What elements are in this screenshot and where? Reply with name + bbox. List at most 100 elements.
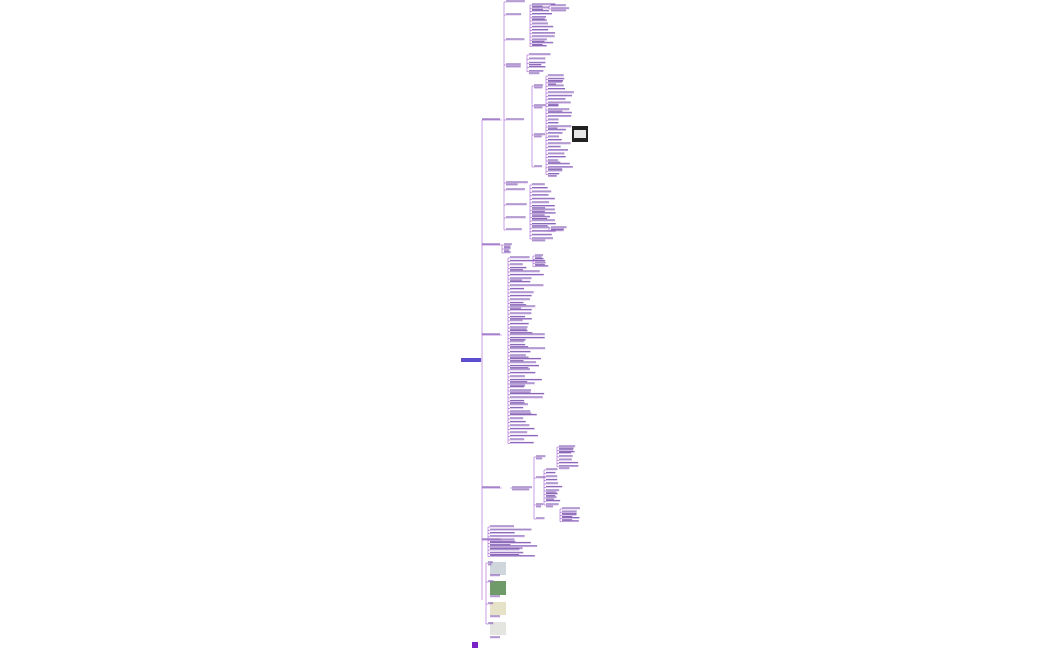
node-text <box>535 254 544 256</box>
node-text <box>529 61 546 63</box>
node-text <box>510 382 535 384</box>
node-text <box>510 287 525 289</box>
node-text <box>559 448 574 450</box>
node-text <box>510 332 533 334</box>
node-text <box>510 402 525 404</box>
node-text <box>510 438 525 440</box>
node-text <box>529 57 546 59</box>
node-text <box>548 115 572 117</box>
node-text <box>488 563 492 565</box>
node-text <box>532 190 552 192</box>
image <box>490 581 506 595</box>
node-text <box>562 507 580 509</box>
node-text <box>488 622 494 624</box>
node-text <box>510 431 528 433</box>
node-text <box>548 142 571 144</box>
node-text <box>510 291 534 293</box>
node-text <box>546 498 554 500</box>
node-text <box>532 25 554 27</box>
node-text <box>510 266 527 268</box>
node-text <box>532 239 546 241</box>
node-text <box>532 44 543 46</box>
node-text <box>510 406 524 408</box>
node-text <box>548 110 563 112</box>
node-text <box>510 347 546 349</box>
node-text <box>510 280 531 282</box>
node-text <box>510 270 540 272</box>
node-text <box>548 105 559 107</box>
node-text <box>532 29 549 31</box>
node-text <box>510 277 532 279</box>
node-text <box>490 528 532 530</box>
node-text <box>548 108 570 110</box>
node-text <box>548 156 566 158</box>
node-text <box>506 216 526 218</box>
node-text <box>548 152 565 154</box>
node-text <box>532 210 545 212</box>
node-text <box>510 420 526 422</box>
node-text <box>482 333 500 335</box>
node-text <box>551 228 565 230</box>
node-text <box>510 328 527 330</box>
node-text <box>490 544 511 546</box>
node-text <box>548 145 561 147</box>
node-text <box>510 294 532 296</box>
node-text <box>512 488 530 490</box>
node-text <box>510 326 528 328</box>
node-text <box>510 346 529 348</box>
node-text <box>504 249 510 251</box>
node-text <box>559 452 572 454</box>
node-text <box>535 258 544 260</box>
node-text <box>510 312 532 314</box>
node-text <box>510 360 524 362</box>
node-text <box>548 161 561 163</box>
node-text <box>548 173 560 175</box>
node-text <box>559 465 579 467</box>
node-text <box>532 187 548 189</box>
node-text <box>510 263 523 265</box>
node-text <box>559 450 575 452</box>
node-text <box>532 201 550 203</box>
node-text <box>482 486 500 488</box>
node-text <box>548 135 560 137</box>
node-text <box>534 104 546 106</box>
node-text <box>482 118 500 120</box>
node-text <box>532 19 547 21</box>
node-text <box>510 385 525 387</box>
node-text <box>532 41 554 43</box>
node-text <box>490 541 531 543</box>
node-text <box>510 399 525 401</box>
node-text <box>532 205 555 207</box>
node-text <box>548 81 563 83</box>
node-text <box>536 517 545 519</box>
node-text <box>546 475 558 477</box>
node-text <box>510 322 529 324</box>
node-text <box>548 139 562 141</box>
node-text <box>506 0 525 2</box>
node-text <box>510 424 530 426</box>
node-text <box>490 548 520 550</box>
node-text <box>504 243 512 245</box>
node-text <box>546 489 560 491</box>
node-text <box>548 118 559 120</box>
node-text <box>535 265 549 267</box>
node-text <box>548 84 564 86</box>
node-text <box>562 519 573 521</box>
node-text <box>546 499 561 501</box>
node-text <box>546 496 557 498</box>
node-text <box>532 16 547 18</box>
node-text <box>536 476 546 478</box>
node-text <box>562 517 580 519</box>
node-text <box>551 9 567 11</box>
node-text <box>488 580 494 582</box>
node-text <box>562 516 573 518</box>
node-text <box>532 183 545 185</box>
node-text <box>532 215 550 217</box>
node-text <box>532 225 548 227</box>
node-text <box>548 169 563 171</box>
node-text <box>562 513 577 515</box>
node-text <box>510 329 528 331</box>
node-text <box>532 219 555 221</box>
node-text <box>510 392 545 394</box>
